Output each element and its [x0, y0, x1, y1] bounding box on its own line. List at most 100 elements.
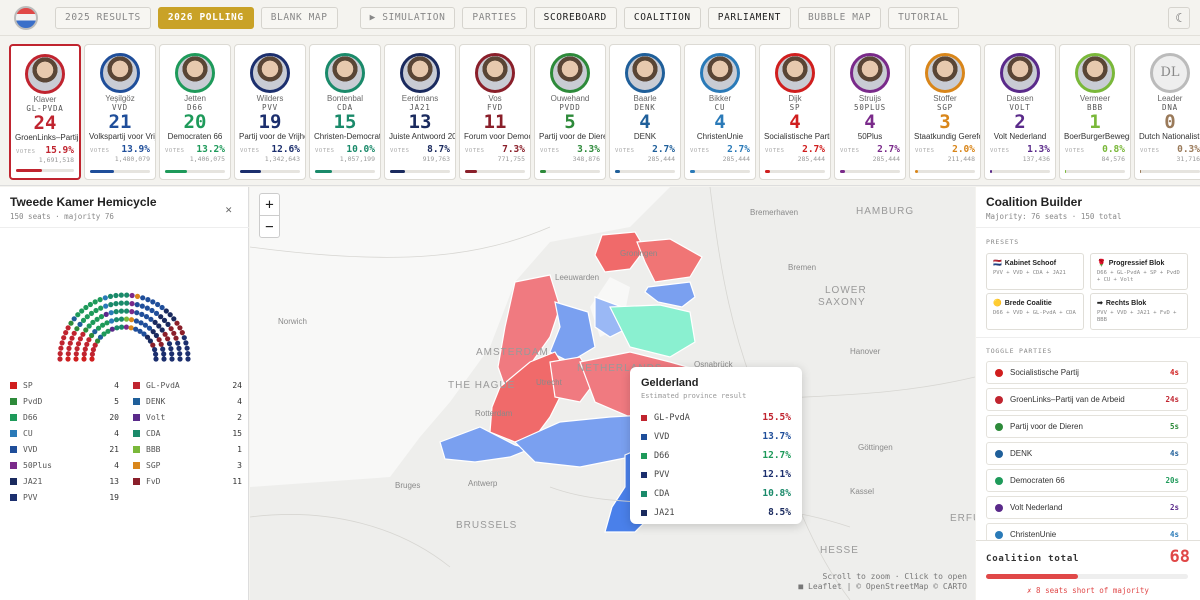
seat-dot	[77, 336, 83, 342]
preset-brede-coalitie[interactable]: 🟡 Brede Coalitie D66 + VVD + GL-PvdA + CDA	[986, 293, 1084, 330]
party-card-volt[interactable]: Dassen VOLT 2 Volt Nederland VOTES 1.3% 137,43…	[984, 44, 1056, 180]
seat-dot	[123, 316, 130, 322]
toggle-party[interactable]: GroenLinks–Partij van de Arbeid 24s	[986, 388, 1188, 411]
nav-parties[interactable]: PARTIES	[462, 6, 527, 29]
preset-members: D66 + VVD + GL-PvdA + CDA	[993, 310, 1076, 316]
seat-dot	[83, 327, 89, 333]
toggle-party[interactable]: Partij voor de Dieren 5s	[986, 415, 1188, 438]
seat-dot	[163, 308, 169, 314]
seat-dot	[171, 316, 177, 322]
leader-name: Bontenbal	[326, 94, 364, 103]
close-icon[interactable]: ✕	[225, 203, 232, 216]
map-view[interactable]: Bremerhaven HAMBURG Leeuwarden Groningen…	[250, 187, 975, 600]
vote-percentage: 8.7%	[427, 144, 450, 155]
seat-dot	[161, 351, 167, 357]
vote-percentage: 13.9%	[121, 144, 150, 155]
preset-rechts-blok[interactable]: ➡ Rechts Blok PVV + VVD + JA21 + FvD + BBB	[1090, 293, 1188, 330]
coalition-total-label: Coalition total	[986, 554, 1080, 564]
toggle-party[interactable]: Volt Nederland 2s	[986, 496, 1188, 519]
zoom-in-button[interactable]: +	[260, 194, 279, 216]
vote-share-bar	[90, 170, 150, 173]
legend-item: SP 4	[10, 379, 119, 391]
nav-coalition[interactable]: COALITION	[623, 6, 701, 29]
theme-toggle-icon[interactable]: ☾	[1168, 7, 1190, 29]
legend-swatch	[133, 477, 140, 485]
nav-parliament[interactable]: PARLIAMENT	[707, 6, 791, 29]
party-card-bbb[interactable]: VermeerBBB1BoerBurgerBeweging VOTES 0.8%84…	[1059, 44, 1131, 180]
legend-seats: 1	[237, 444, 242, 454]
seat-dot	[169, 356, 175, 362]
seat-dot	[139, 303, 145, 309]
preset-kabinet-schoof[interactable]: 🇳🇱 Kabinet Schoof PVV + VVD + CDA + JA21	[986, 253, 1084, 290]
vote-count: 31,716	[1176, 155, 1200, 163]
seat-count: 0	[1164, 111, 1176, 133]
legend-seats: 3	[237, 460, 242, 470]
vote-percentage: 3.3%	[577, 144, 600, 155]
preset-progressief-blok[interactable]: 🌹 Progressief Blok D66 + GL-PvdA + SP + Pv…	[1090, 253, 1188, 290]
seat-dot	[165, 336, 171, 342]
leader-avatar	[250, 53, 290, 93]
seat-dot	[137, 328, 143, 334]
party-card-pvdd[interactable]: Ouwehand PVDD 5 Partij voor de Dieren VOTES 3…	[534, 44, 606, 180]
app-logo[interactable]	[14, 5, 38, 30]
party-card-cu[interactable]: Bikker CU 4 ChristenUnie VOTES 2.7% 285,444	[684, 44, 756, 180]
seat-dot	[174, 320, 180, 326]
toggle-party[interactable]: Democraten 66 20s	[986, 469, 1188, 492]
preset-icon: ➡	[1097, 300, 1103, 307]
party-full-name: Staatkundig Gereformeerde Partij	[914, 132, 980, 141]
seat-dot	[138, 320, 144, 326]
nav-2025-results[interactable]: 2025 RESULTS	[55, 6, 151, 29]
map-canvas[interactable]	[250, 187, 975, 600]
map-label-hamburg: HAMBURG	[856, 206, 915, 217]
popup-pct: 8.5%	[768, 507, 791, 518]
seat-dot	[80, 331, 86, 337]
seat-dot	[141, 331, 147, 337]
party-abbr: VVD	[112, 103, 128, 112]
party-card-d66[interactable]: Jetten D66 20 Democraten 66 VOTES 13.2% 1,406,…	[159, 44, 231, 180]
nav-2026-polling[interactable]: 2026 POLLING	[157, 6, 254, 29]
coalition-status: ✗ 8 seats short of majority	[1027, 586, 1149, 595]
legend-party: BBB	[146, 444, 161, 454]
party-full-name: ChristenUnie	[696, 132, 744, 141]
toggle-party-seats: 20s	[1165, 476, 1179, 485]
zoom-out-button[interactable]: −	[265, 219, 274, 235]
vote-count: 285,444	[647, 155, 675, 163]
party-card-sp[interactable]: Dijk SP 4 Socialistische Partij VOTES 2.7% 285…	[759, 44, 831, 180]
seat-dot	[139, 311, 145, 317]
party-full-name: Democraten 66	[167, 132, 223, 141]
seat-dot	[86, 323, 92, 329]
province-popup: Gelderland Estimated province result GL-…	[630, 367, 802, 524]
seat-dot	[140, 295, 146, 301]
legend-item: BBB 1	[133, 443, 242, 455]
seat-dot	[118, 292, 124, 298]
nav-scoreboard[interactable]: SCOREBOARD	[533, 6, 617, 29]
nav-blank-map[interactable]: BLANK MAP	[260, 6, 338, 29]
seat-count: 13	[408, 111, 432, 133]
toggle-party[interactable]: Socialistische Partij 4s	[986, 361, 1188, 384]
vote-share-bar	[16, 169, 74, 172]
popup-row: PVV 12.1%	[641, 465, 791, 484]
party-card-denk[interactable]: Baarle DENK 4 DENK VOTES 2.7% 285,444	[609, 44, 681, 180]
seat-dot	[97, 297, 103, 303]
seat-count: 19	[258, 111, 282, 133]
preset-members: D66 + GL-PvdA + SP + PvdD + CU + Volt	[1097, 270, 1180, 283]
party-card-50plus[interactable]: Struijs 50PLUS 4 50Plus VOTES 2.7% 285,444	[834, 44, 906, 180]
vote-share-bar	[840, 170, 900, 173]
nav-simulation[interactable]: ▶ SIMULATION	[359, 6, 456, 29]
legend-swatch	[133, 445, 140, 453]
nav-tutorial[interactable]: TUTORIAL	[888, 6, 959, 29]
toggle-party[interactable]: DENK 4s	[986, 442, 1188, 465]
map-attribution[interactable]: ■ Leaflet | © OpenStreetMap © CARTO	[798, 582, 967, 591]
vote-count: 919,763	[422, 155, 450, 163]
seat-dot	[156, 337, 162, 343]
nav-bubble-map[interactable]: BUBBLE MAP	[797, 6, 882, 29]
map-label-hesse: HESSE	[820, 545, 859, 556]
